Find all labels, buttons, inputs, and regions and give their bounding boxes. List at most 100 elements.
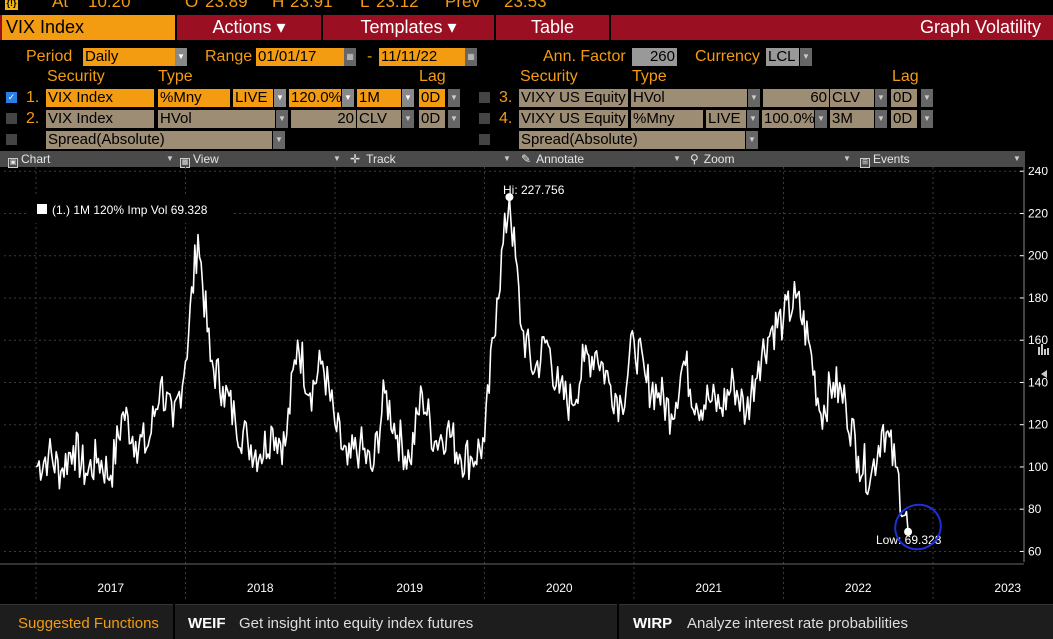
- chevron-down-icon[interactable]: ▼: [273, 131, 285, 149]
- series-3-lag[interactable]: 0D: [891, 89, 917, 107]
- series-4-security[interactable]: VIXY US Equity: [519, 110, 628, 128]
- series-1-type[interactable]: %Mny: [158, 89, 230, 107]
- collapse-arrow-icon[interactable]: [1041, 370, 1047, 378]
- series-1-moneyness[interactable]: 120.0%: [289, 89, 341, 107]
- divider: [617, 604, 619, 639]
- chevron-down-icon[interactable]: ▼: [800, 48, 812, 66]
- low-marker: [904, 527, 913, 536]
- chevron-down-icon[interactable]: ▼: [166, 154, 174, 163]
- range-start-field[interactable]: 01/01/17: [256, 48, 344, 66]
- suggested-functions-label: Suggested Functions: [18, 615, 159, 632]
- chevron-down-icon[interactable]: ▼: [815, 110, 827, 128]
- chevron-down-icon[interactable]: ▼: [402, 89, 414, 107]
- events-menu[interactable]: ⊞ Events: [860, 151, 910, 168]
- ticker-field[interactable]: VIX Index: [2, 15, 175, 40]
- spread-select[interactable]: Spread(Absolute): [46, 131, 272, 149]
- chevron-down-icon[interactable]: ▼: [342, 89, 354, 107]
- weif-description[interactable]: Get insight into equity index futures: [239, 615, 474, 632]
- chevron-down-icon[interactable]: ▼: [448, 89, 460, 107]
- chevron-down-icon[interactable]: ▼: [843, 154, 851, 163]
- series-2-type[interactable]: HVol: [158, 110, 275, 128]
- series-3-checkbox[interactable]: [479, 92, 490, 103]
- divider: [609, 15, 611, 40]
- bar-icon[interactable]: [1044, 349, 1046, 355]
- weif-code[interactable]: WEIF: [188, 615, 226, 632]
- bar-icon[interactable]: [1038, 347, 1040, 355]
- chevron-down-icon[interactable]: ▼: [875, 110, 887, 128]
- chevron-down-icon[interactable]: ▼: [673, 154, 681, 163]
- series-1-source[interactable]: LIVE: [233, 89, 273, 107]
- series-3-security[interactable]: VIXY US Equity: [519, 89, 628, 107]
- high-value: 23.91: [290, 0, 333, 11]
- chevron-down-icon[interactable]: ▼: [746, 131, 758, 149]
- series-2-checkbox[interactable]: [6, 113, 17, 124]
- actions-menu[interactable]: Actions ▾: [177, 15, 321, 40]
- series-3-field[interactable]: CLV: [830, 89, 874, 107]
- bar-icon[interactable]: [1041, 344, 1043, 355]
- open-value: 23.89: [205, 0, 248, 11]
- chart-menu[interactable]: ▣ Chart: [8, 151, 50, 168]
- series-3-type[interactable]: HVol: [631, 89, 747, 107]
- chevron-down-icon[interactable]: ▼: [1013, 154, 1021, 163]
- series-1-lag[interactable]: 0D: [419, 89, 445, 107]
- ann-factor-field[interactable]: 260: [632, 48, 677, 66]
- series-1-security[interactable]: VIX Index: [46, 89, 154, 107]
- series-3-window[interactable]: 60: [763, 89, 829, 107]
- series-1-checkbox[interactable]: ✓: [6, 92, 17, 103]
- period-select[interactable]: Daily: [83, 48, 175, 66]
- currency-select[interactable]: LCL: [766, 48, 799, 66]
- legend-swatch: [37, 204, 47, 214]
- chevron-down-icon[interactable]: ▼: [402, 110, 414, 128]
- series-1-tenor[interactable]: 1M: [357, 89, 401, 107]
- series-2-security[interactable]: VIX Index: [46, 110, 154, 128]
- series-1-number: 1.: [26, 89, 40, 106]
- x-tick-label: 2019: [396, 581, 423, 595]
- chevron-down-icon[interactable]: ▼: [503, 154, 511, 163]
- view-menu[interactable]: ▦ View: [180, 151, 219, 168]
- legend-text[interactable]: (1.) 1M 120% Imp Vol 69.328: [52, 203, 208, 217]
- series-2-field[interactable]: CLV: [357, 110, 401, 128]
- y-tick-label: 140: [1028, 375, 1048, 389]
- range-end-field[interactable]: 11/11/22: [379, 48, 465, 66]
- chevron-down-icon[interactable]: ▼: [333, 154, 341, 163]
- chevron-down-icon[interactable]: ▼: [276, 110, 288, 128]
- chevron-down-icon[interactable]: ▼: [921, 89, 933, 107]
- chevron-down-icon[interactable]: ▼: [274, 89, 286, 107]
- series-2-window[interactable]: 20: [291, 110, 356, 128]
- series-4-checkbox[interactable]: [479, 113, 490, 124]
- chart-grid: [4, 167, 1023, 599]
- annotate-menu[interactable]: ✎ Annotate: [521, 151, 584, 167]
- y-axis: 60 80 100 120 140 160 180 200 220 240: [1020, 167, 1048, 562]
- series-2-lag[interactable]: 0D: [419, 110, 445, 128]
- series-4-type[interactable]: %Mny: [631, 110, 703, 128]
- y-tick-label: 160: [1028, 333, 1048, 347]
- wirp-code[interactable]: WIRP: [633, 615, 673, 632]
- series-4-moneyness[interactable]: 100.0%: [762, 110, 814, 128]
- volatility-chart[interactable]: 2017 2018 2019 2020 2021 2022 2023 60 80 100 120 1…: [0, 167, 1053, 604]
- spread-select[interactable]: Spread(Absolute): [519, 131, 745, 149]
- spread-checkbox[interactable]: [479, 134, 490, 145]
- chevron-down-icon[interactable]: ▼: [747, 110, 759, 128]
- series-4-tenor[interactable]: 3M: [830, 110, 874, 128]
- chevron-down-icon[interactable]: ▼: [748, 89, 760, 107]
- templates-menu[interactable]: Templates ▾: [323, 15, 494, 40]
- high-label: H: [272, 0, 285, 11]
- chevron-down-icon[interactable]: ▼: [921, 110, 933, 128]
- at-time: 10:20: [88, 0, 131, 11]
- series-4-lag[interactable]: 0D: [891, 110, 917, 128]
- calendar-icon[interactable]: ▦: [465, 48, 477, 66]
- chevron-down-icon[interactable]: ▼: [448, 110, 460, 128]
- table-button[interactable]: Table: [496, 15, 609, 40]
- chevron-down-icon[interactable]: ▼: [875, 89, 887, 107]
- chevron-down-icon[interactable]: ▼: [175, 48, 187, 66]
- wirp-description[interactable]: Analyze interest rate probabilities: [687, 615, 908, 632]
- zoom-menu[interactable]: ⚲ Zoom: [690, 151, 734, 167]
- calendar-icon[interactable]: ▦: [344, 48, 356, 66]
- prev-value: 23.53: [504, 0, 547, 11]
- spread-checkbox[interactable]: [6, 134, 17, 145]
- zoom-menu-label: Zoom: [703, 152, 735, 166]
- bar-icon[interactable]: [1047, 348, 1049, 355]
- alert-badge-icon[interactable]: {!}: [5, 0, 18, 10]
- series-4-source[interactable]: LIVE: [706, 110, 746, 128]
- track-menu[interactable]: ✛ Track: [350, 151, 396, 167]
